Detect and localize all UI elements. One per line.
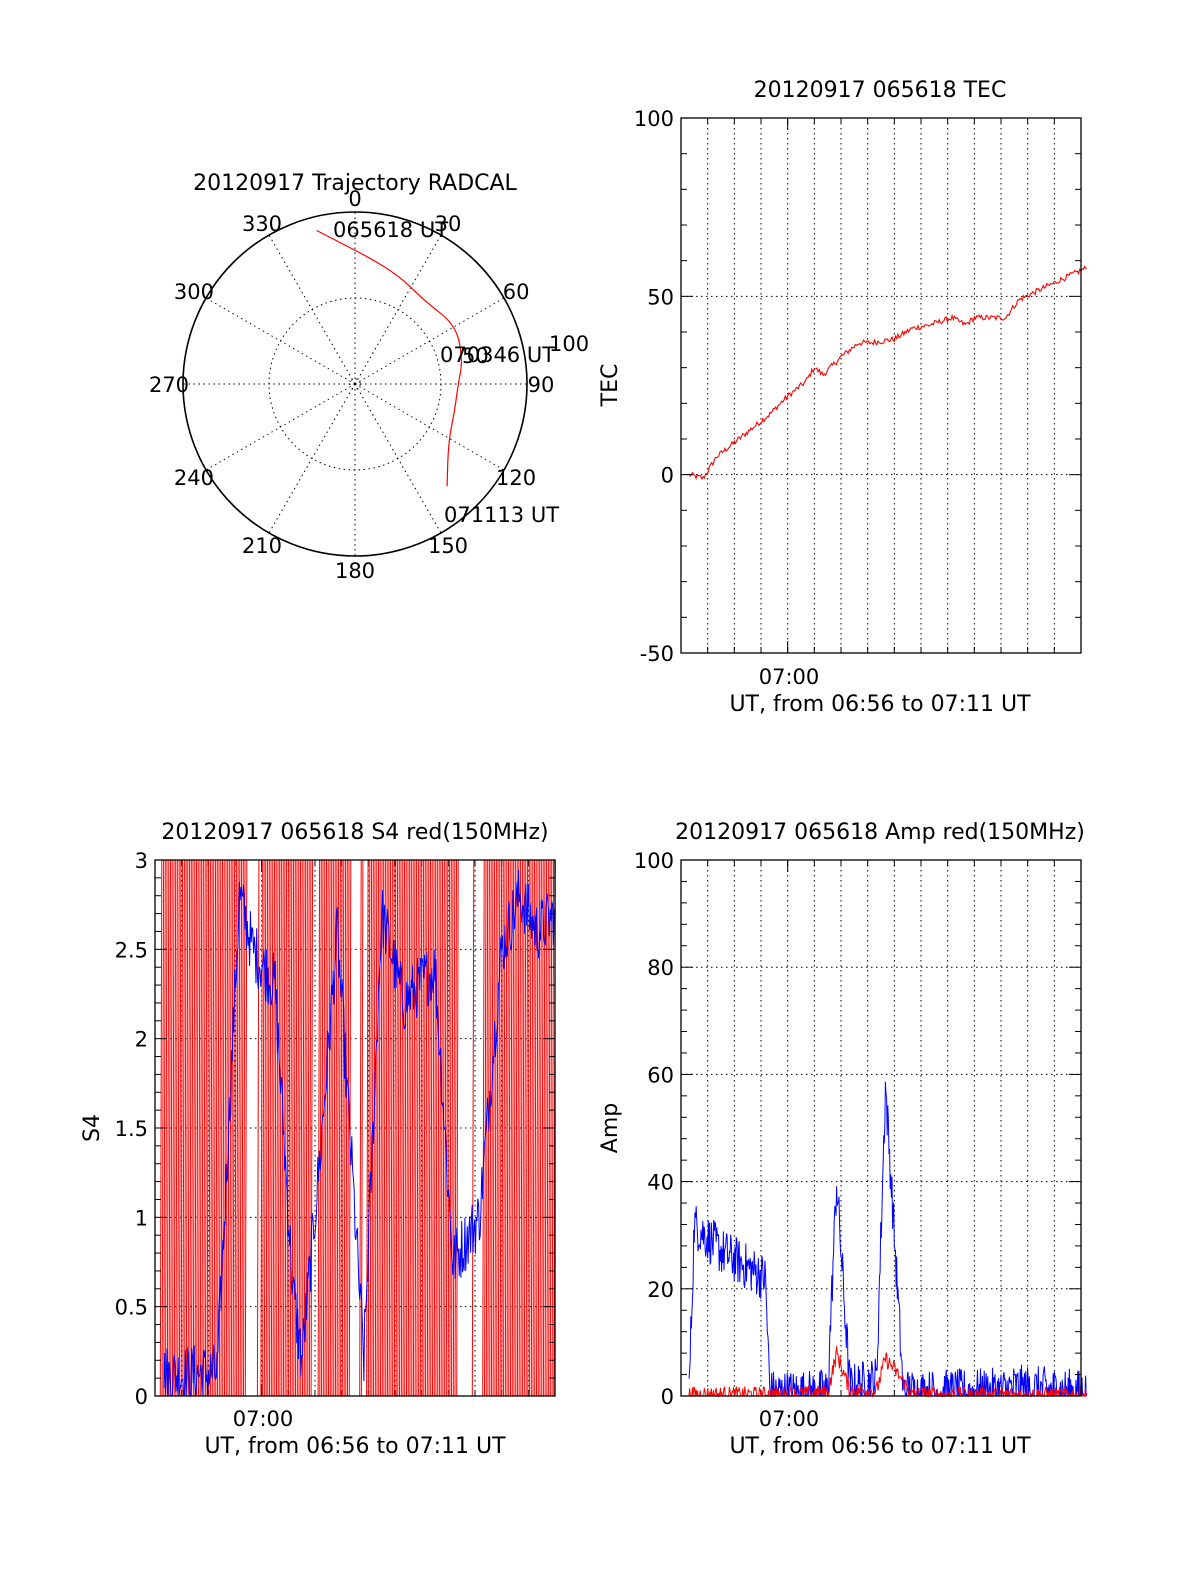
amp-y-tick-label: 40: [647, 1171, 674, 1195]
polar-spoke-60: [354, 297, 505, 385]
tec-grid: [681, 118, 1081, 653]
polar-spoke-240: [205, 383, 356, 471]
amp-y-tick-label: 60: [647, 1063, 674, 1087]
s4-x-axis-label: UT, from 06:56 to 07:11 UT: [204, 1434, 506, 1459]
s4-y-tick-label: 1: [135, 1206, 148, 1230]
amp-x-axis-label: UT, from 06:56 to 07:11 UT: [729, 1434, 1031, 1459]
s4-y-axis-label: S4: [80, 1114, 105, 1142]
polar-angle-label-90: 90: [528, 373, 555, 397]
polar-angle-label-150: 150: [428, 534, 468, 558]
polar-trajectory-line: [316, 229, 462, 487]
polar-spoke-150: [354, 383, 442, 534]
polar-angle-label-330: 330: [242, 212, 282, 236]
polar-outer-circle: [182, 211, 528, 557]
polar-angle-label-210: 210: [242, 534, 282, 558]
tec-y-axis-label: TEC: [598, 364, 623, 408]
polar-angle-label-270: 270: [149, 373, 189, 397]
s4-y-tick-label: 0: [135, 1385, 148, 1409]
polar-spoke-210: [268, 383, 356, 534]
polar-radial-label-50: 50: [462, 344, 489, 368]
polar-annotation-end: 071113 UT: [444, 503, 559, 527]
s4-series: [159, 859, 556, 1398]
polar-title: 20120917 Trajectory RADCAL: [193, 171, 517, 196]
amp-panel: 20120917 065618 Amp red(150MHz) 100 80 60 4…: [598, 820, 1088, 1459]
polar-angle-labels: 0 30 60 90 120 150 180 210 240 270 300 330: [149, 187, 554, 583]
amp-plot-frame: [680, 859, 1082, 1397]
tec-panel: 20120917 065618 TEC 100 50 0 -50 07:00 UT, …: [598, 78, 1088, 717]
amp-x-tick-label: 07:00: [759, 1407, 820, 1431]
amp-title: 20120917 065618 Amp red(150MHz): [675, 820, 1085, 845]
s4-y-tick-label: 1.5: [115, 1117, 148, 1141]
s4-y-tick-label: 2.5: [115, 938, 148, 962]
tec-y-tick-label: 0: [661, 464, 674, 488]
amp-y-axis-label: Amp: [598, 1103, 623, 1153]
s4-y-tick-label: 3: [135, 849, 148, 873]
polar-spoke-120: [354, 383, 505, 471]
s4-blue-series: [163, 869, 556, 1398]
amp-red-series: [688, 1346, 1088, 1398]
polar-grid: [183, 212, 527, 556]
polar-spoke-30: [354, 234, 442, 385]
tec-x-axis-label: UT, from 06:56 to 07:11 UT: [729, 692, 1031, 717]
tec-title: 20120917 065618 TEC: [754, 78, 1007, 103]
s4-panel: 20120917 065618 S4 red(150MHz) 3 2.5 2 1.5 1…: [80, 820, 556, 1459]
tec-y-tick-label: -50: [640, 642, 674, 666]
amp-grid: [681, 860, 1081, 1396]
tec-x-tick-label: 07:00: [759, 665, 820, 689]
polar-angle-label-120: 120: [496, 466, 536, 490]
s4-y-tick-label: 0.5: [115, 1296, 148, 1320]
tec-plot-frame: [680, 117, 1082, 654]
polar-annotation-start: 065618 UT: [333, 218, 448, 242]
tec-y-ticks: 100 50 0 -50: [634, 107, 1081, 666]
amp-y-ticks: 100 80 60 40 20 0: [634, 849, 1081, 1409]
polar-annotation-mid: 070346 UT: [440, 343, 555, 367]
tec-y-tick-label: 50: [647, 285, 674, 309]
polar-angle-label-240: 240: [174, 466, 214, 490]
amp-y-tick-label: 80: [647, 956, 674, 980]
polar-angle-label-300: 300: [174, 280, 214, 304]
polar-angle-label-180: 180: [335, 559, 375, 583]
s4-x-tick-label: 07:00: [233, 1407, 294, 1431]
polar-angle-label-30: 30: [435, 212, 462, 236]
amp-y-tick-label: 100: [634, 849, 674, 873]
polar-spoke-330: [268, 234, 356, 385]
polar-spoke-300: [205, 297, 356, 385]
amp-y-tick-label: 0: [661, 1385, 674, 1409]
s4-red-series: [159, 859, 556, 1397]
s4-y-tick-label: 2: [135, 1028, 148, 1052]
polar-radial-label-100: 100: [549, 332, 589, 356]
polar-angle-label-60: 60: [503, 280, 530, 304]
polar-panel: 20120917 Trajectory RADCAL 0 30 60 90 120 150…: [149, 171, 589, 583]
amp-blue-series: [688, 1081, 1088, 1398]
amp-y-tick-label: 20: [647, 1278, 674, 1302]
tec-y-tick-label: 100: [634, 107, 674, 131]
s4-title: 20120917 065618 S4 red(150MHz): [161, 820, 548, 845]
tec-series-line: [688, 265, 1088, 481]
s4-y-ticks: 3 2.5 2 1.5 1 0.5 0: [115, 849, 555, 1409]
amp-series: [688, 1081, 1088, 1398]
polar-angle-label-0: 0: [348, 187, 361, 211]
tec-series: [688, 265, 1088, 481]
